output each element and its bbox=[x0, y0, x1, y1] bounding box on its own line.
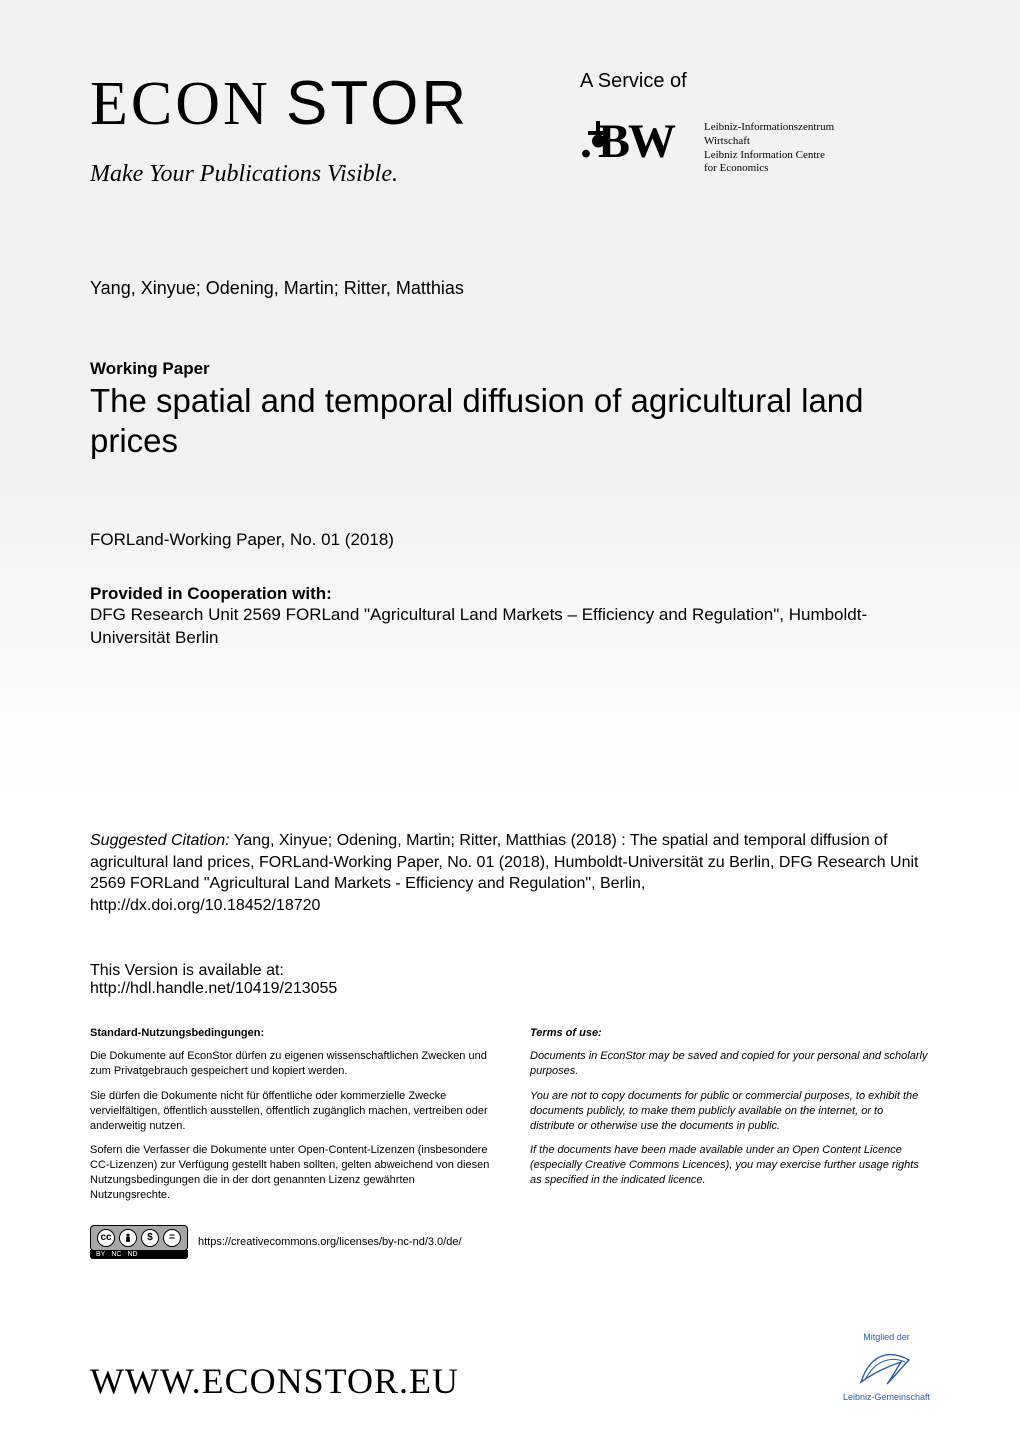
service-brand: A Service of .• BW Leibniz-Informationsz… bbox=[510, 70, 930, 182]
series-info: FORLand-Working Paper, No. 01 (2018) bbox=[90, 530, 930, 550]
paper-title: The spatial and temporal diffusion of ag… bbox=[90, 381, 930, 460]
service-of-label: A Service of bbox=[580, 70, 930, 93]
svg-text:STOR: STOR bbox=[286, 70, 469, 138]
leibniz-bottom-label: Leibniz-Gemeinschaft bbox=[843, 1392, 930, 1402]
terms-de-p3: Sofern die Verfasser die Dokumente unter… bbox=[90, 1143, 490, 1202]
terms-de-heading: Standard-Nutzungsbedingungen: bbox=[90, 1026, 490, 1041]
leibniz-top-label: Mitglied der bbox=[843, 1332, 930, 1342]
zbw-line-1: Leibniz-Informationszentrum bbox=[704, 121, 834, 135]
cc-sub-nd: ND bbox=[127, 1251, 137, 1258]
econstor-brand: ECON STOR Make Your Publications Visible… bbox=[90, 70, 510, 188]
terms-de: Standard-Nutzungsbedingungen: Die Dokume… bbox=[90, 1026, 490, 1212]
authors: Yang, Xinyue; Odening, Martin; Ritter, M… bbox=[90, 278, 930, 299]
econstor-logo-svg: ECON STOR bbox=[90, 70, 510, 140]
leibniz-logo: Mitglied der Leibniz-Gemeinschaft bbox=[843, 1332, 930, 1402]
zbw-logo-svg: .• BW bbox=[580, 115, 690, 169]
terms-en-p1: Documents in EconStor may be saved and c… bbox=[530, 1049, 930, 1079]
cc-license-row: cc $ = BY NC ND https://creativecommons.… bbox=[90, 1225, 930, 1259]
terms-en-p3: If the documents have been made availabl… bbox=[530, 1143, 930, 1188]
terms-row: Standard-Nutzungsbedingungen: Die Dokume… bbox=[90, 1026, 930, 1212]
cc-badge: cc $ = BY NC ND bbox=[90, 1225, 188, 1259]
by-icon bbox=[119, 1229, 137, 1247]
cooperation-text: DFG Research Unit 2569 FORLand "Agricult… bbox=[90, 604, 930, 650]
zbw-line-3: Leibniz Information Centre bbox=[704, 149, 834, 163]
cc-sub-nc: NC bbox=[111, 1251, 121, 1258]
working-paper-label: Working Paper bbox=[90, 359, 930, 379]
nd-icon: = bbox=[163, 1229, 181, 1247]
terms-en-p2: You are not to copy documents for public… bbox=[530, 1089, 930, 1134]
footer-url: WWW.ECONSTOR.EU bbox=[90, 1360, 459, 1402]
zbw-row: .• BW Leibniz-Informationszentrum Wirtsc… bbox=[580, 115, 930, 182]
leibniz-icon bbox=[851, 1342, 921, 1390]
svg-text:ECON: ECON bbox=[90, 70, 271, 138]
zbw-text: Leibniz-Informationszentrum Wirtschaft L… bbox=[704, 121, 834, 176]
header-row: ECON STOR Make Your Publications Visible… bbox=[90, 70, 930, 188]
version-url: http://hdl.handle.net/10419/213055 bbox=[90, 980, 930, 998]
citation-label: Suggested Citation: bbox=[90, 832, 230, 849]
cc-sub-by: BY bbox=[96, 1251, 105, 1258]
citation-doi: http://dx.doi.org/10.18452/18720 bbox=[90, 897, 320, 914]
svg-text:BW: BW bbox=[598, 115, 676, 168]
terms-de-p2: Sie dürfen die Dokumente nicht für öffen… bbox=[90, 1089, 490, 1134]
tagline: Make Your Publications Visible. bbox=[90, 161, 510, 188]
zbw-line-2: Wirtschaft bbox=[704, 135, 834, 149]
terms-en-heading: Terms of use: bbox=[530, 1026, 930, 1041]
terms-de-p1: Die Dokumente auf EconStor dürfen zu eig… bbox=[90, 1049, 490, 1079]
econstor-logo: ECON STOR bbox=[90, 70, 510, 157]
zbw-logo: .• BW bbox=[580, 115, 690, 182]
cooperation-label: Provided in Cooperation with: bbox=[90, 584, 930, 604]
version-label: This Version is available at: bbox=[90, 962, 930, 980]
nc-icon: $ bbox=[141, 1229, 159, 1247]
zbw-line-4: for Economics bbox=[704, 162, 834, 176]
footer-row: WWW.ECONSTOR.EU Mitglied der Leibniz-Gem… bbox=[90, 1332, 930, 1402]
body-panel: Suggested Citation: Yang, Xinyue; Odenin… bbox=[0, 800, 1020, 1259]
cc-url[interactable]: https://creativecommons.org/licenses/by-… bbox=[198, 1236, 462, 1248]
cc-icon: cc bbox=[97, 1229, 115, 1247]
header-panel: ECON STOR Make Your Publications Visible… bbox=[0, 0, 1020, 800]
terms-en: Terms of use: Documents in EconStor may … bbox=[530, 1026, 930, 1212]
suggested-citation: Suggested Citation: Yang, Xinyue; Odenin… bbox=[90, 830, 930, 916]
